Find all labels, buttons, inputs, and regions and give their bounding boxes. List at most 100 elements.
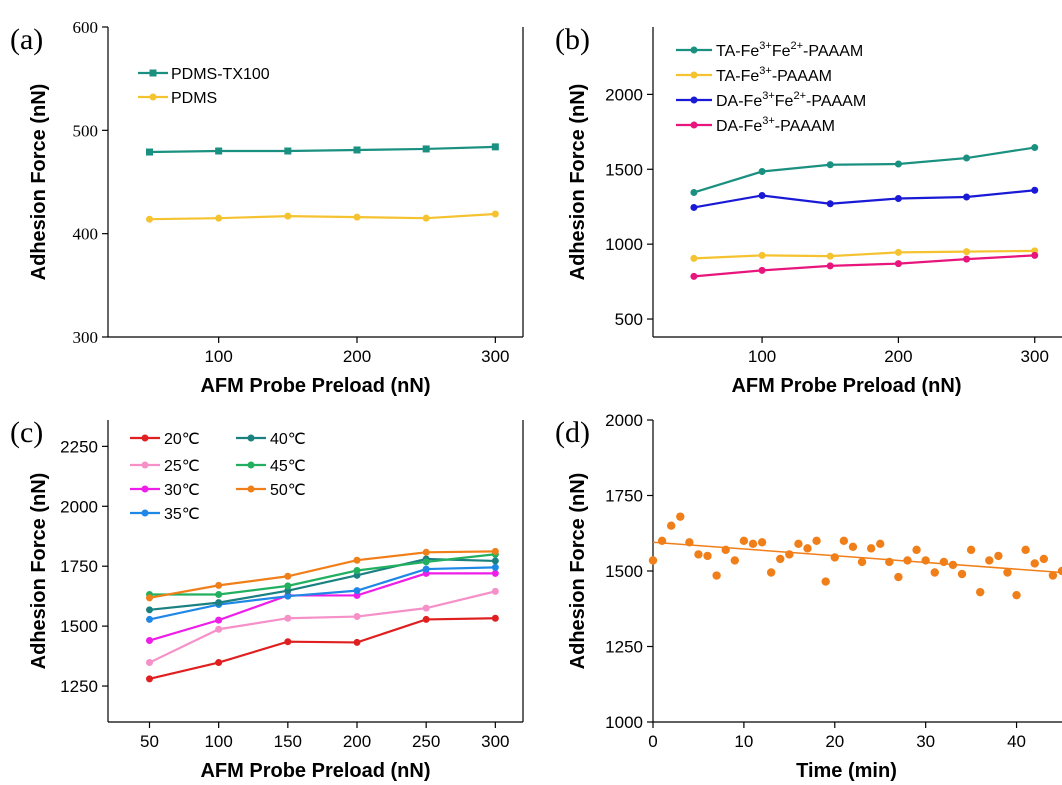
panel-label: (b) [555, 23, 590, 56]
legend-label: PDMS-TX100 [171, 66, 270, 83]
series-line [693, 146, 1035, 194]
data-point [1021, 545, 1030, 555]
data-point [894, 260, 902, 268]
data-point [803, 544, 812, 553]
data-point [857, 557, 867, 567]
panel-d: 0 10 20 30 40 1000 1250 1500 1750 2000 Time (min) A… [555, 411, 1062, 782]
y-tick-label: 300 [73, 328, 99, 347]
legend-marker [141, 434, 149, 442]
data-point [1048, 571, 1058, 580]
x-tick-label: 200 [343, 347, 371, 366]
legend-marker [149, 93, 157, 101]
legend-label: PDMS [171, 90, 217, 107]
data-point [1031, 251, 1039, 259]
data-point [491, 557, 499, 565]
y-axis-label: Adhesion Force (nN) [567, 473, 589, 670]
data-point [422, 214, 430, 222]
data-point [721, 545, 730, 555]
y-tick-label: 1750 [60, 557, 98, 576]
x-tick-label: 20 [825, 732, 844, 751]
panel-c: 50 100 150 200 250 300 1250 1500 1750 2000 2250 AFM… [10, 416, 524, 782]
legend-label: TA-Fe3+-PAAAM [716, 65, 832, 85]
data-point [215, 599, 223, 607]
data-point [146, 215, 153, 223]
series-line [149, 212, 496, 221]
data-point [491, 210, 499, 218]
data-point [1003, 568, 1012, 577]
y-tick-label: 1750 [605, 487, 643, 506]
data-point [921, 556, 930, 565]
data-point [1039, 554, 1049, 564]
data-point [826, 252, 834, 260]
data-point [1031, 186, 1039, 194]
data-point [353, 571, 361, 579]
data-point [876, 539, 885, 549]
y-axis-label: Adhesion Force (nN) [567, 84, 589, 281]
data-point [748, 539, 758, 549]
data-point [839, 536, 849, 545]
data-point [146, 148, 153, 156]
data-point [491, 587, 499, 595]
data-point [666, 521, 676, 530]
data-point [912, 545, 921, 555]
series-line [149, 566, 496, 621]
data-point [963, 154, 971, 162]
data-point [491, 547, 499, 555]
data-point [966, 545, 976, 555]
data-point [894, 194, 902, 202]
x-tick-label: 50 [140, 732, 159, 751]
data-point [215, 590, 223, 598]
y-tick-label: 1000 [605, 713, 643, 732]
data-point [657, 536, 667, 545]
data-point [758, 191, 766, 199]
data-point [739, 536, 749, 545]
data-point [491, 143, 499, 151]
x-tick-label: 200 [884, 347, 912, 366]
x-axis-label: AFM Probe Preload (nN) [200, 760, 430, 782]
legend-text: Fe [775, 93, 794, 110]
legend-label: 25℃ [164, 458, 200, 475]
data-point [353, 213, 361, 221]
series-line [149, 553, 496, 596]
data-point [284, 212, 292, 220]
legend-superscript: 3+ [762, 90, 775, 102]
data-point [284, 587, 292, 595]
legend-marker [149, 69, 157, 77]
y-tick-label: 1500 [60, 617, 98, 636]
data-point [146, 659, 153, 667]
data-point [894, 248, 902, 256]
data-point [284, 572, 292, 580]
x-tick-label: 40 [1007, 732, 1026, 751]
data-point [758, 168, 766, 176]
legend-text: -PAAAM [772, 68, 832, 85]
legend-marker [247, 434, 255, 442]
x-axis-label: AFM Probe Preload (nN) [200, 375, 430, 397]
data-point [994, 551, 1003, 561]
data-point [776, 554, 785, 564]
legend-marker [247, 485, 255, 493]
panel-a: 100 200 300 300 400 500 600 AFM Probe Preload (… [10, 18, 524, 397]
x-tick-label: 0 [648, 732, 657, 751]
legend-superscript: 2+ [793, 90, 806, 102]
x-tick-label: 100 [204, 347, 232, 366]
data-point [690, 188, 698, 196]
data-point [939, 557, 949, 567]
series-line [693, 254, 1035, 278]
data-point [712, 571, 721, 580]
data-point [676, 512, 685, 521]
y-axis-label: Adhesion Force (nN) [28, 473, 50, 670]
legend-label: 30℃ [164, 482, 200, 499]
data-point [1057, 566, 1062, 576]
legend-label: 40℃ [270, 431, 306, 448]
data-point [694, 550, 703, 559]
data-point [894, 160, 902, 168]
data-point [703, 551, 712, 561]
data-point [757, 538, 767, 547]
data-point [422, 615, 430, 623]
legend-marker [690, 121, 698, 129]
x-tick-label: 300 [481, 347, 509, 366]
data-point [422, 548, 430, 556]
x-tick-label: 100 [748, 347, 776, 366]
data-point [284, 147, 292, 155]
legend-marker [690, 96, 698, 104]
